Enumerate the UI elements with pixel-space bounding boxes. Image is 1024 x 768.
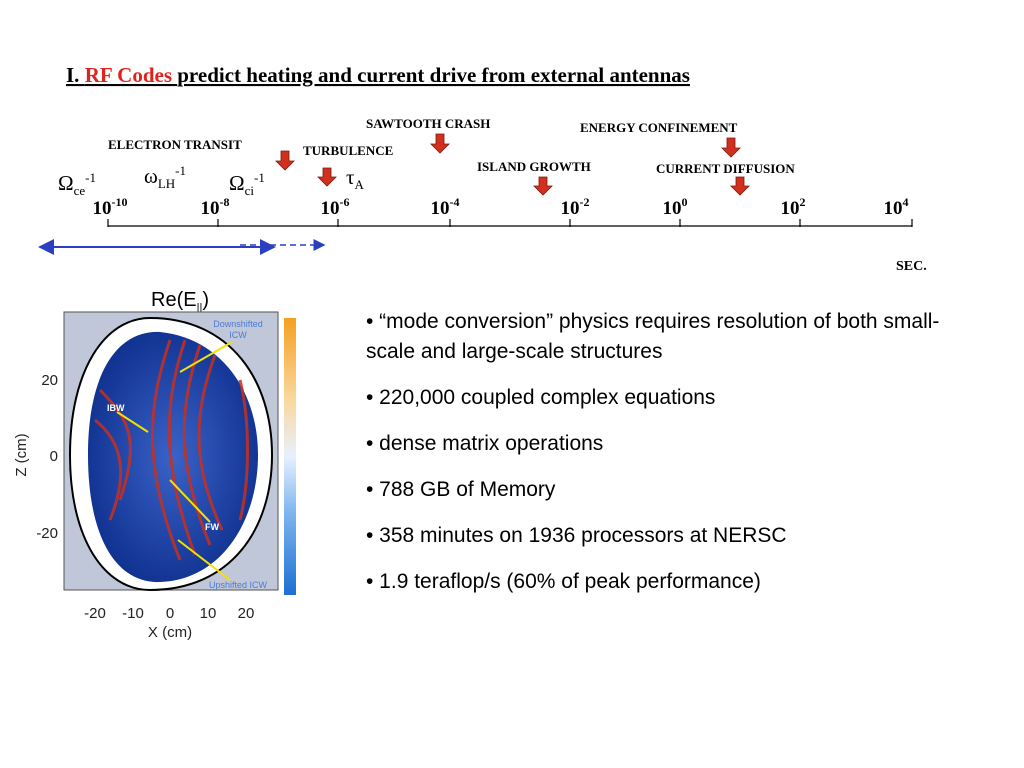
bullet: • 358 minutes on 1936 processors at NERS… bbox=[366, 524, 787, 547]
wave-label: Downshifted bbox=[213, 319, 263, 329]
subscript: ce bbox=[74, 183, 86, 198]
y-tick-label: 0 bbox=[50, 448, 58, 465]
timeline-ticks: 10-10 10-8 10-6 10-4 10-2 100 102 104 bbox=[93, 195, 913, 227]
bullet: • “mode conversion” physics requires res… bbox=[366, 310, 940, 363]
title-rest: predict heating and current drive from e… bbox=[177, 63, 690, 87]
subscript: ci bbox=[245, 183, 255, 198]
bullet: • 788 GB of Memory bbox=[366, 478, 556, 501]
y-axis-label: Z (cm) bbox=[13, 433, 30, 476]
tick-exponent: -8 bbox=[220, 195, 230, 209]
wave-label: Upshifted ICW bbox=[209, 580, 268, 590]
frequency: Ωce-1 bbox=[58, 170, 96, 198]
subscript: A bbox=[354, 177, 364, 192]
symbol: Ω bbox=[229, 171, 245, 195]
event-label: ENERGY CONFINEMENT bbox=[580, 120, 738, 135]
event-arrow bbox=[317, 167, 337, 187]
x-tick-label: 0 bbox=[166, 605, 174, 622]
tick-base: 10 bbox=[884, 198, 903, 219]
bullet: • dense matrix operations bbox=[366, 432, 604, 455]
title-main: Re(E bbox=[151, 289, 197, 311]
event-label: ISLAND GROWTH bbox=[477, 159, 591, 174]
slide-title: I. RF Codes predict heating and current … bbox=[66, 63, 690, 87]
frequency: Ωci-1 bbox=[229, 170, 265, 198]
tick-label: 10-2 bbox=[561, 195, 590, 219]
event-label: ELECTRON TRANSIT bbox=[108, 137, 242, 152]
bullet-list: • “mode conversion” physics requires res… bbox=[366, 307, 946, 613]
event-label: SAWTOOTH CRASH bbox=[366, 116, 490, 131]
pointer-lines bbox=[116, 341, 233, 581]
symbol: Ω bbox=[58, 171, 74, 195]
event-labels: SAWTOOTH CRASH ENERGY CONFINEMENT ELECTR… bbox=[108, 116, 795, 176]
frequency: τA bbox=[346, 165, 364, 192]
frequency: ωLH-1 bbox=[144, 163, 186, 191]
wave-label: IBW bbox=[107, 403, 125, 413]
symbol: ω bbox=[144, 164, 158, 188]
wave-label: FW bbox=[205, 522, 219, 532]
tick-base: 10 bbox=[93, 198, 112, 219]
field-stripes bbox=[94, 339, 249, 561]
symbol: τ bbox=[346, 165, 354, 189]
bullet: • 220,000 coupled complex equations bbox=[366, 386, 716, 409]
tick-base: 10 bbox=[431, 198, 450, 219]
tick-label: 102 bbox=[781, 195, 806, 219]
frequency-symbols: Ωce-1 ωLH-1 Ωci-1 τA bbox=[58, 163, 364, 198]
title-number: I. bbox=[66, 63, 79, 87]
superscript: -1 bbox=[254, 170, 265, 185]
title-end: ) bbox=[202, 289, 209, 311]
x-tick-label: -10 bbox=[122, 605, 144, 622]
title-sub: || bbox=[197, 302, 203, 314]
tick-label: 10-6 bbox=[321, 195, 350, 219]
x-tick-label: -20 bbox=[84, 605, 106, 622]
figure-axes: 20 0 -20 Z (cm) -20 -10 0 10 20 X (cm) bbox=[13, 372, 254, 641]
tick-exponent: -2 bbox=[580, 195, 590, 209]
x-tick-label: 20 bbox=[238, 605, 255, 622]
superscript: -1 bbox=[175, 163, 186, 178]
event-label: TURBULENCE bbox=[303, 143, 393, 158]
tick-base: 10 bbox=[321, 198, 340, 219]
x-tick-label: 10 bbox=[200, 605, 217, 622]
tick-base: 10 bbox=[561, 198, 580, 219]
title-highlight: RF Codes bbox=[85, 63, 172, 87]
tick-label: 100 bbox=[663, 195, 688, 219]
tick-exponent: 0 bbox=[682, 195, 688, 209]
event-label: CURRENT DIFFUSION bbox=[656, 161, 795, 176]
tick-label: 104 bbox=[884, 195, 909, 219]
field-region bbox=[88, 331, 258, 583]
tick-label: 10-4 bbox=[431, 195, 460, 219]
event-arrow bbox=[430, 133, 450, 154]
plasma-figure: Re(E||) Downshifted ICW IBW FW Upshifted… bbox=[13, 289, 296, 641]
event-arrow bbox=[533, 176, 553, 196]
tick-base: 10 bbox=[663, 198, 682, 219]
event-arrow bbox=[721, 137, 741, 158]
tick-label: 10-8 bbox=[201, 195, 230, 219]
tick-exponent: 2 bbox=[800, 195, 806, 209]
tick-exponent: -4 bbox=[450, 195, 460, 209]
tick-label: 10-10 bbox=[93, 195, 128, 219]
figure-labels: Downshifted ICW IBW FW Upshifted ICW bbox=[107, 319, 268, 590]
event-arrow bbox=[730, 176, 750, 196]
superscript: -1 bbox=[85, 170, 96, 185]
y-tick-label: 20 bbox=[41, 372, 58, 389]
y-tick-label: -20 bbox=[36, 525, 58, 542]
wave-label: ICW bbox=[229, 330, 247, 340]
tick-exponent: -6 bbox=[340, 195, 350, 209]
tick-exponent: -10 bbox=[112, 195, 128, 209]
figure-title: Re(E||) bbox=[151, 289, 209, 314]
tick-exponent: 4 bbox=[903, 195, 909, 209]
event-arrow bbox=[275, 150, 295, 171]
event-arrows bbox=[275, 133, 750, 196]
tick-base: 10 bbox=[201, 198, 220, 219]
colorbar bbox=[284, 318, 296, 595]
bullet: • 1.9 teraflop/s (60% of peak performanc… bbox=[366, 570, 761, 593]
x-axis-label: X (cm) bbox=[148, 624, 192, 641]
unit-label: SEC. bbox=[896, 259, 927, 274]
subscript: LH bbox=[158, 176, 175, 191]
tick-base: 10 bbox=[781, 198, 800, 219]
